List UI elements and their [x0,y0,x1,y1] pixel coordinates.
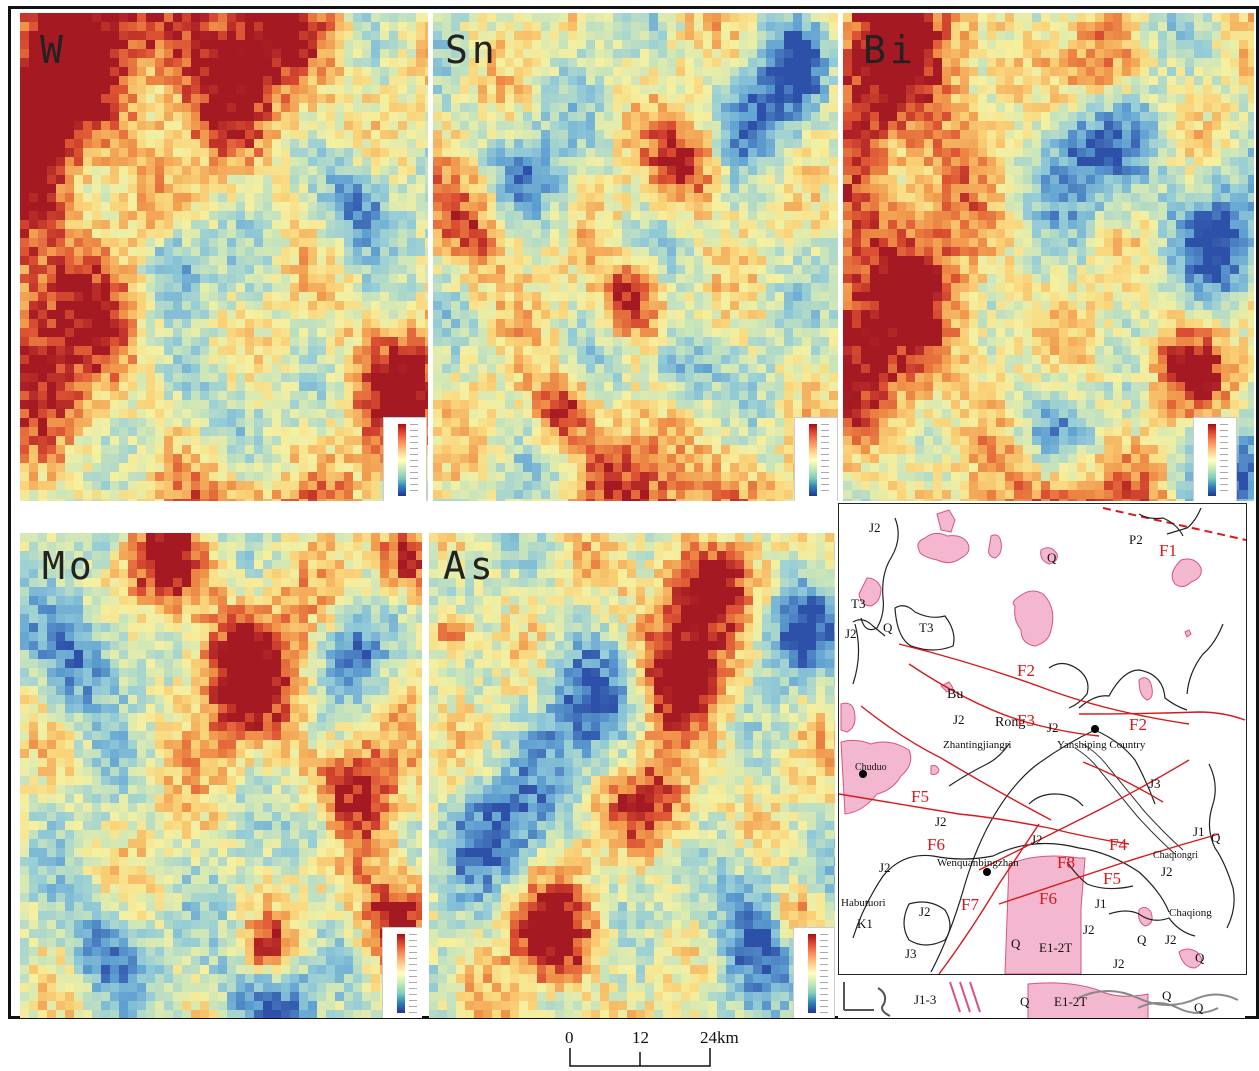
unit-label: J2 [1113,956,1125,971]
fault-label: F4 [1109,835,1127,854]
sn-panel-label: Sn [445,28,499,72]
place-label: Chaqiongri [1153,850,1198,861]
place-label: Yanshiping Country [1057,739,1146,751]
fault-labels: F1 F2 F2 F3 F4 F5 F5 F6 F6 F7 F8 [911,541,1177,914]
place-name-labels: Bu Rong Zhantingjiangri Yanshiping Count… [841,687,1212,919]
unit-label: J2 [1031,832,1043,847]
river-channel [1074,743,1184,855]
mo-anomaly-map: Mo [20,533,422,1018]
scale-tick-12: 12 [632,1028,649,1047]
strip-label: Q [1020,994,1030,1009]
as-color-scale-legend [793,927,835,1018]
place-label: Wenquanbingzhan [937,857,1019,869]
unit-label: P2 [1129,532,1143,547]
unit-label: J3 [1149,776,1161,791]
unit-label: J2 [869,520,881,535]
fault-label: F6 [1039,889,1057,908]
town-markers [859,725,1099,876]
unit-label: Q [1211,830,1221,845]
anomaly-cells [843,13,1254,501]
unit-label: J2 [935,814,947,829]
geology-legend-strip-canvas: J1-3 Q E1-2T Q Q [838,978,1245,1018]
fault-label: F6 [927,835,945,854]
unit-label: J2 [1165,932,1177,947]
anomaly-cells [20,13,428,501]
fault-label: F1 [1159,541,1177,560]
unit-label: T3 [919,620,933,635]
place-label: Chuduo [855,762,887,773]
unit-label: J2 [1083,922,1095,937]
fault-label: F8 [1057,853,1075,872]
bi-panel-label: Bi [863,28,917,72]
fault-lines [839,643,1246,974]
place-label: Zhantingjiangri [943,739,1011,751]
w-color-scale-legend [383,417,427,501]
w-anomaly-map: W [20,13,428,501]
place-label: Bu [947,687,963,702]
geology-legend-strip: J1-3 Q E1-2T Q Q [838,978,1245,1018]
strip-label: E1-2T [1054,994,1087,1009]
bi-anomaly-map: Bi [843,13,1254,501]
bi-anomaly-canvas [843,13,1254,501]
w-anomaly-canvas [20,13,428,501]
unit-label: Q [1011,936,1021,951]
strip-label: J1-3 [914,992,936,1007]
fault-label: F3 [1017,711,1035,730]
fault-label: F7 [961,895,979,914]
mo-panel-label: Mo [42,544,96,588]
scale-tick-0: 0 [565,1028,574,1047]
unit-label: T3 [851,596,865,611]
unit-label: Q [883,620,893,635]
unit-label: J1 [1193,824,1205,839]
scale-tick-24km: 24km [700,1028,739,1047]
scale-bar-graphic [569,1048,711,1067]
granite-intrusions [840,509,1202,974]
fault-label: F5 [1103,869,1121,888]
fault-f1-line [1102,507,1246,541]
place-label: Habutuori [841,897,886,909]
strip-label: Q [1194,1000,1204,1015]
as-panel-label: As [443,544,497,588]
geological-map: J2 Q P2 T3 J2 Q T3 J2 J2 J3 J2 J2 J1 Q J… [838,503,1247,975]
stratigraphic-unit-labels: J2 Q P2 T3 J2 Q T3 J2 J2 J3 J2 J2 J1 Q J… [845,520,1221,971]
anomaly-cells [429,533,835,1018]
fault-label: F2 [1129,715,1147,734]
as-anomaly-canvas [429,533,835,1018]
figure-frame: W Sn Bi Mo As [8,6,1259,1019]
w-panel-label: W [40,28,67,72]
unit-label: Q [1195,950,1205,965]
geological-map-canvas: J2 Q P2 T3 J2 Q T3 J2 J2 J3 J2 J2 J1 Q J… [839,507,1246,974]
fault-label: F2 [1017,661,1035,680]
geological-boundaries [852,507,1235,973]
unit-label: E1-2T [1039,940,1072,955]
unit-label: K1 [857,916,873,931]
sn-color-scale-legend [794,417,838,501]
unit-label: J2 [845,626,857,641]
strip-label: Q [1162,988,1172,1003]
bi-color-scale-legend [1193,417,1237,501]
place-label: Chaqiong [1169,907,1212,919]
mo-color-scale-legend [382,927,422,1018]
unit-label: J2 [953,712,965,727]
fault-label: F5 [911,787,929,806]
mo-anomaly-canvas [20,533,422,1018]
sn-anomaly-canvas [433,13,838,501]
unit-label: J2 [919,904,931,919]
unit-label: Q [1137,932,1147,947]
as-anomaly-map: As [429,533,835,1018]
unit-label: J1 [1095,896,1107,911]
unit-label: Q [1047,550,1057,565]
place-label: Rong [995,715,1025,730]
anomaly-cells [433,13,838,501]
unit-label: J2 [879,860,891,875]
unit-label: J3 [905,946,917,961]
unit-label: J2 [1047,720,1059,735]
anomaly-cells [20,533,422,1018]
unit-label: J2 [1161,864,1173,879]
scale-bar: 0 12 24km [560,1026,740,1071]
sn-anomaly-map: Sn [433,13,838,501]
